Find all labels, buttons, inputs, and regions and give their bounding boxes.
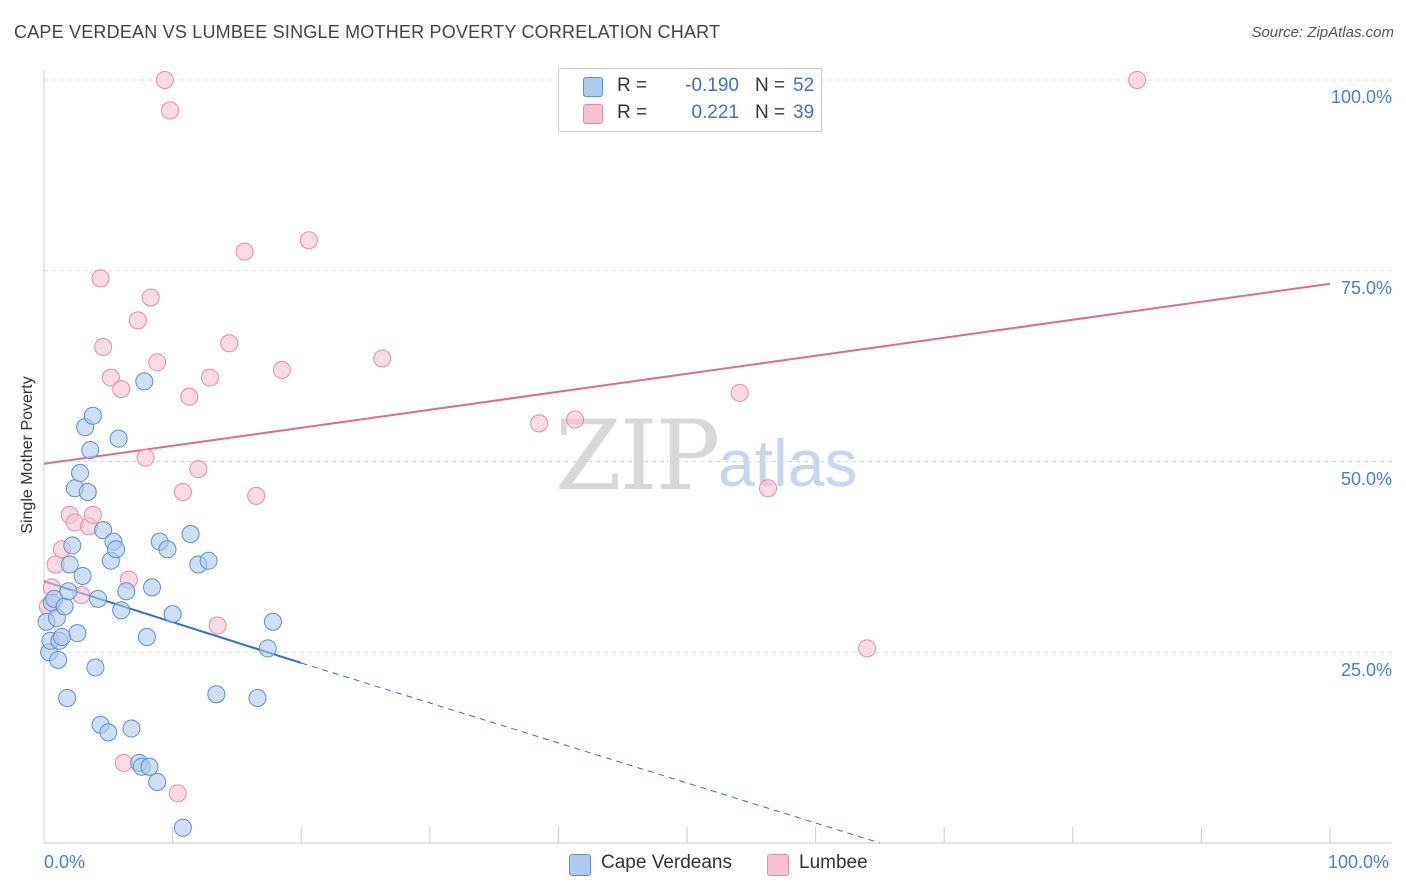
data-point-cape-verdeans <box>83 406 102 425</box>
legend-swatch-blue <box>583 77 603 97</box>
y-tick-label-50: 50.0% <box>1340 469 1392 489</box>
data-point-cape-verdeans <box>122 719 141 738</box>
y-tick-label-75: 75.0% <box>1340 278 1392 298</box>
data-point-lumbee <box>148 353 167 372</box>
data-point-lumbee <box>235 242 254 261</box>
data-point-lumbee <box>220 334 239 353</box>
legend-r-label: R = <box>617 75 648 96</box>
legend-n-value: 39 <box>793 102 815 123</box>
data-point-lumbee <box>173 483 192 502</box>
x-tick-label-right: 100.0% <box>1328 852 1390 872</box>
data-point-lumbee <box>730 383 749 402</box>
data-point-lumbee <box>161 101 180 120</box>
data-point-cape-verdeans <box>148 772 167 791</box>
data-point-cape-verdeans <box>59 582 78 601</box>
data-point-lumbee <box>858 639 877 658</box>
data-point-lumbee <box>247 486 266 505</box>
data-point-lumbee <box>101 368 120 387</box>
legend-n-label: N = <box>755 102 786 123</box>
data-point-cape-verdeans <box>263 612 282 631</box>
data-point-cape-verdeans <box>63 536 82 555</box>
data-point-cape-verdeans <box>140 757 159 776</box>
data-point-lumbee <box>155 71 174 89</box>
series-swatch-pink <box>767 854 789 876</box>
data-point-lumbee <box>136 448 155 467</box>
data-point-cape-verdeans <box>58 689 77 708</box>
series-label-lumbee: Lumbee <box>799 852 868 873</box>
data-point-cape-verdeans <box>60 555 79 574</box>
data-point-cape-verdeans <box>135 372 154 391</box>
legend-r-value: 0.221 <box>691 102 739 123</box>
data-point-lumbee <box>128 311 147 330</box>
data-point-cape-verdeans <box>78 483 97 502</box>
series-swatch-blue <box>569 854 591 876</box>
data-point-cape-verdeans <box>173 818 192 837</box>
data-point-lumbee <box>530 414 549 433</box>
data-point-cape-verdeans <box>53 627 72 646</box>
data-point-lumbee <box>208 616 227 635</box>
data-point-lumbee <box>759 479 778 498</box>
data-point-cape-verdeans <box>258 639 277 658</box>
legend-r-value: -0.190 <box>685 75 739 96</box>
data-point-lumbee <box>189 460 208 479</box>
data-point-cape-verdeans <box>49 650 68 669</box>
data-point-cape-verdeans <box>55 597 74 616</box>
data-point-cape-verdeans <box>89 589 108 608</box>
trend-line-lumbee <box>43 282 1331 465</box>
data-point-cape-verdeans <box>94 521 113 540</box>
legend-n-label: N = <box>755 75 786 96</box>
y-tick-label-25: 25.0% <box>1340 660 1392 680</box>
data-point-cape-verdeans <box>117 582 136 601</box>
data-point-lumbee <box>1128 71 1147 89</box>
data-point-cape-verdeans <box>99 723 118 742</box>
chart-title: CAPE VERDEAN VS LUMBEE SINGLE MOTHER POV… <box>14 22 721 42</box>
data-point-cape-verdeans <box>158 540 177 559</box>
data-point-cape-verdeans <box>71 463 90 482</box>
source-label: Source: ZipAtlas.com <box>1251 24 1394 41</box>
data-point-cape-verdeans <box>86 658 105 677</box>
data-point-lumbee <box>180 387 199 406</box>
data-point-cape-verdeans <box>248 689 267 708</box>
data-point-cape-verdeans <box>109 429 128 448</box>
legend-r-label: R = <box>617 102 648 123</box>
trend-line-cape-verdeans-extension <box>301 662 881 844</box>
data-point-cape-verdeans <box>181 524 200 543</box>
data-point-lumbee <box>114 753 133 772</box>
data-point-lumbee <box>373 349 392 368</box>
data-point-cape-verdeans <box>207 685 226 704</box>
x-tick-label-left: 0.0% <box>44 852 86 872</box>
data-point-cape-verdeans <box>137 627 156 646</box>
data-point-lumbee <box>200 368 219 387</box>
data-point-cape-verdeans <box>163 605 182 624</box>
data-point-cape-verdeans <box>73 566 92 585</box>
data-point-cape-verdeans <box>143 578 162 597</box>
data-point-lumbee <box>566 410 585 429</box>
correlation-legend: R = -0.190 N = 52 R = 0.221 N = 39 <box>558 68 822 132</box>
watermark-atlas: atlas <box>718 426 858 500</box>
data-point-cape-verdeans <box>68 624 87 643</box>
y-tick-label-100: 100.0% <box>1330 87 1392 107</box>
data-point-lumbee <box>83 505 102 524</box>
data-point-cape-verdeans <box>199 551 218 570</box>
data-point-cape-verdeans <box>112 601 131 620</box>
data-point-lumbee <box>112 380 131 399</box>
data-point-cape-verdeans <box>81 441 100 460</box>
data-point-lumbee <box>168 784 187 803</box>
series-label-cape-verdeans: Cape Verdeans <box>601 852 732 873</box>
data-point-lumbee <box>299 231 318 250</box>
data-point-lumbee <box>272 360 291 379</box>
legend-swatch-pink <box>583 104 603 124</box>
data-point-lumbee <box>94 338 113 357</box>
data-point-lumbee <box>91 269 110 288</box>
legend-n-value: 52 <box>793 75 815 96</box>
data-point-lumbee <box>141 288 160 307</box>
data-point-cape-verdeans <box>107 540 126 559</box>
